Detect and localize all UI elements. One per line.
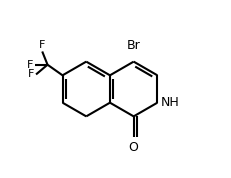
Text: F: F <box>27 69 34 79</box>
Text: F: F <box>27 60 33 70</box>
Text: Br: Br <box>126 40 140 53</box>
Text: O: O <box>128 141 138 154</box>
Text: NH: NH <box>160 96 179 109</box>
Text: F: F <box>39 40 45 50</box>
